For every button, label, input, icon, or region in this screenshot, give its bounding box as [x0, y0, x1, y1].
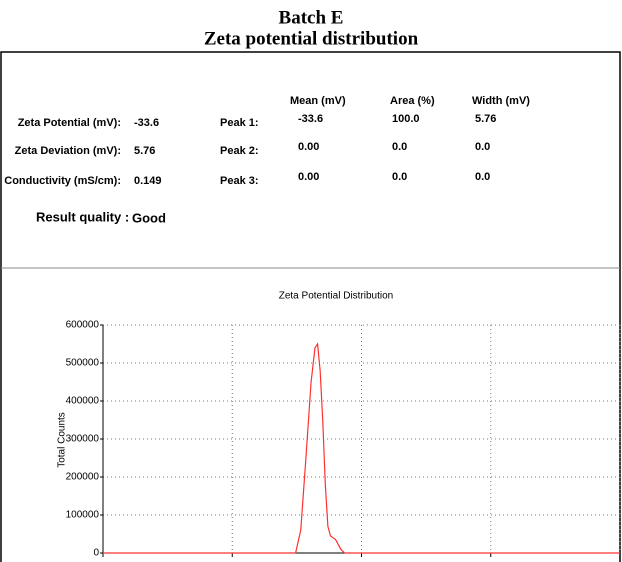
panel [0, 51, 621, 562]
peak-label: Peak 2: [220, 145, 259, 157]
page-subtitle: Zeta potential distribution [204, 28, 419, 49]
peak-area: 0.0 [392, 171, 407, 183]
summary-value: -33.6 [134, 117, 159, 129]
chart-title: Zeta Potential Distribution [279, 291, 394, 302]
column-header: Mean (mV) [290, 95, 346, 107]
y-tick-label: 0 [93, 548, 99, 559]
peak-mean: 0.00 [298, 171, 319, 183]
summary-value: 0.149 [134, 175, 162, 187]
peak-label: Peak 1: [220, 117, 259, 129]
column-header: Area (%) [390, 95, 435, 107]
chart: Zeta Potential Distribution Total Counts 0… [57, 291, 621, 559]
column-header: Width (mV) [472, 95, 530, 107]
page-title: Batch E [279, 7, 344, 28]
peak-width: 5.76 [475, 113, 496, 125]
peak-label: Peak 3: [220, 175, 259, 187]
summary-label: Zeta Potential (mV): [18, 117, 121, 129]
summary-label: Conductivity (mS/cm): [4, 175, 121, 187]
y-tick-label: 500000 [66, 358, 100, 369]
y-tick-label: 400000 [66, 396, 100, 407]
peak-mean: 0.00 [298, 141, 319, 153]
y-axis-label: Total Counts [57, 412, 68, 468]
peak-mean: -33.6 [298, 113, 323, 125]
y-tick-label: 600000 [66, 320, 100, 331]
peak-area: 0.0 [392, 141, 407, 153]
y-tick-label: 200000 [66, 472, 100, 483]
peak-area: 100.0 [392, 113, 420, 125]
summary-value: 5.76 [134, 145, 155, 157]
line [103, 342, 620, 554]
quality-value: Good [132, 210, 166, 225]
quality-label: Result quality : [36, 209, 129, 224]
y-tick-label: 300000 [66, 434, 100, 445]
results: Mean (mV) Area (%) Width (mV) Zeta Potentia… [4, 95, 530, 226]
summary-label: Zeta Deviation (mV): [15, 145, 121, 157]
peak-width: 0.0 [475, 171, 490, 183]
peak-width: 0.0 [475, 141, 490, 153]
y-tick-label: 100000 [66, 510, 100, 521]
